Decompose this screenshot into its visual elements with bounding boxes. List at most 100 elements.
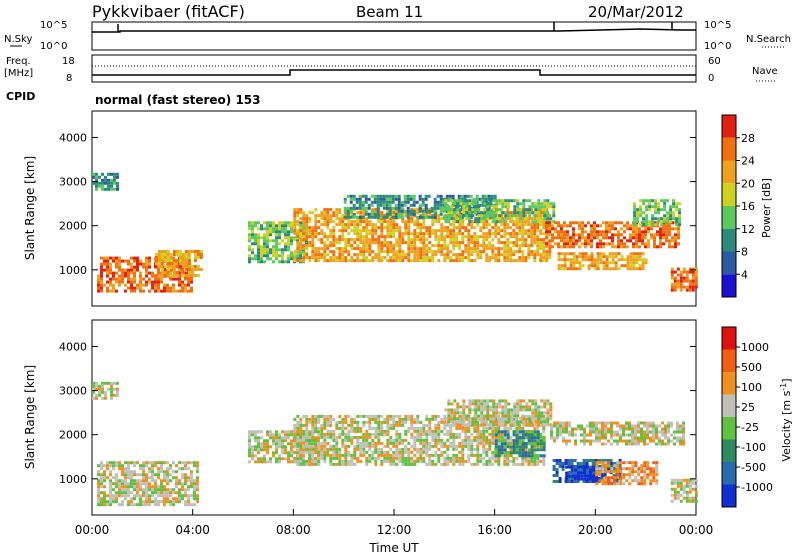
power-cell bbox=[103, 256, 106, 260]
velocity-cell bbox=[299, 423, 303, 427]
power-cell bbox=[519, 208, 523, 212]
velocity-cell bbox=[553, 421, 556, 425]
velocity-cell bbox=[539, 423, 543, 427]
power-cell bbox=[332, 220, 336, 224]
velocity-cell bbox=[395, 432, 399, 436]
velocity-cell bbox=[160, 470, 163, 474]
power-cell bbox=[356, 259, 360, 263]
power-cell bbox=[178, 283, 181, 287]
power-cell bbox=[386, 259, 390, 263]
power-cell bbox=[272, 254, 275, 258]
power-cell bbox=[679, 279, 683, 283]
velocity-cell bbox=[341, 417, 345, 421]
velocity-cell bbox=[332, 435, 336, 439]
power-cell bbox=[290, 254, 293, 258]
power-cell bbox=[412, 200, 416, 204]
power-cell bbox=[184, 253, 188, 256]
power-cell bbox=[427, 209, 431, 213]
power-cell bbox=[674, 245, 677, 249]
power-cell bbox=[465, 205, 469, 209]
power-cell bbox=[317, 226, 321, 230]
velocity-cell bbox=[407, 459, 411, 463]
velocity-cell bbox=[503, 435, 507, 439]
power-cell bbox=[636, 211, 640, 215]
power-cell bbox=[401, 235, 405, 239]
velocity-cell bbox=[350, 423, 354, 427]
power-cell bbox=[163, 274, 167, 277]
velocity-cell bbox=[365, 414, 369, 418]
velocity-cell bbox=[515, 433, 519, 437]
power-cell bbox=[362, 238, 366, 242]
velocity-cell bbox=[314, 438, 318, 442]
power-cell bbox=[371, 223, 375, 227]
power-cell bbox=[494, 247, 498, 251]
power-cell bbox=[272, 260, 275, 264]
velocity-cell bbox=[172, 470, 175, 474]
velocity-cell bbox=[269, 460, 272, 464]
power-cell bbox=[323, 220, 327, 224]
velocity-cell bbox=[419, 435, 423, 439]
velocity-cell bbox=[498, 411, 502, 415]
power-cell bbox=[668, 227, 671, 231]
power-cell bbox=[446, 256, 450, 260]
power-cell bbox=[486, 211, 490, 215]
power-cell bbox=[515, 259, 519, 263]
velocity-cell bbox=[100, 461, 103, 465]
power-cell bbox=[639, 214, 643, 218]
power-cell bbox=[653, 245, 656, 249]
velocity-cell bbox=[257, 430, 260, 434]
power-cell bbox=[95, 187, 98, 191]
velocity-cell bbox=[515, 456, 519, 460]
power-cell bbox=[358, 203, 362, 207]
power-cell bbox=[527, 235, 531, 239]
velocity-cell bbox=[489, 408, 493, 412]
velocity-cell bbox=[308, 445, 311, 449]
power-cell bbox=[644, 227, 647, 231]
velocity-cell bbox=[115, 494, 118, 498]
power-cell bbox=[530, 241, 534, 245]
velocity-cell bbox=[512, 451, 516, 455]
velocity-cell bbox=[616, 439, 619, 443]
velocity-cell bbox=[266, 451, 269, 455]
power-cell bbox=[323, 250, 327, 254]
power-cell bbox=[659, 236, 662, 240]
velocity-cell bbox=[431, 432, 435, 436]
velocity-cell bbox=[449, 432, 453, 436]
velocity-cell bbox=[175, 500, 178, 504]
velocity-cell bbox=[468, 417, 472, 421]
velocity-cell bbox=[410, 417, 414, 421]
power-cell bbox=[311, 247, 315, 251]
power-cell bbox=[539, 220, 543, 224]
velocity-cell bbox=[104, 390, 107, 394]
power-cell bbox=[527, 244, 531, 248]
power-cell bbox=[190, 274, 194, 277]
power-cell bbox=[305, 220, 309, 224]
velocity-cell bbox=[592, 430, 595, 434]
power-region bbox=[154, 250, 203, 277]
power-cell bbox=[443, 241, 447, 245]
power-cell bbox=[584, 224, 587, 228]
velocity-cell bbox=[565, 421, 568, 425]
power-cell bbox=[459, 208, 463, 212]
velocity-cell bbox=[275, 442, 278, 446]
power-cell bbox=[365, 241, 369, 245]
power-cell bbox=[187, 265, 191, 268]
power-cell bbox=[671, 239, 674, 243]
velocity-cell bbox=[479, 459, 483, 463]
power-cell bbox=[352, 194, 356, 198]
power-cell bbox=[406, 209, 410, 213]
power-cell bbox=[142, 283, 145, 287]
velocity-cell bbox=[302, 451, 305, 455]
power-cell bbox=[543, 199, 547, 203]
power-cell bbox=[160, 277, 163, 281]
power-cell bbox=[444, 220, 448, 224]
velocity-cell bbox=[549, 402, 553, 406]
velocity-cell bbox=[181, 482, 184, 486]
velocity-cell bbox=[536, 439, 540, 443]
power-cell bbox=[308, 229, 312, 233]
velocity-cell bbox=[453, 417, 457, 421]
power-cell bbox=[608, 242, 611, 246]
velocity-cell bbox=[474, 402, 478, 406]
power-cell bbox=[397, 215, 401, 219]
power-cell bbox=[488, 256, 492, 260]
